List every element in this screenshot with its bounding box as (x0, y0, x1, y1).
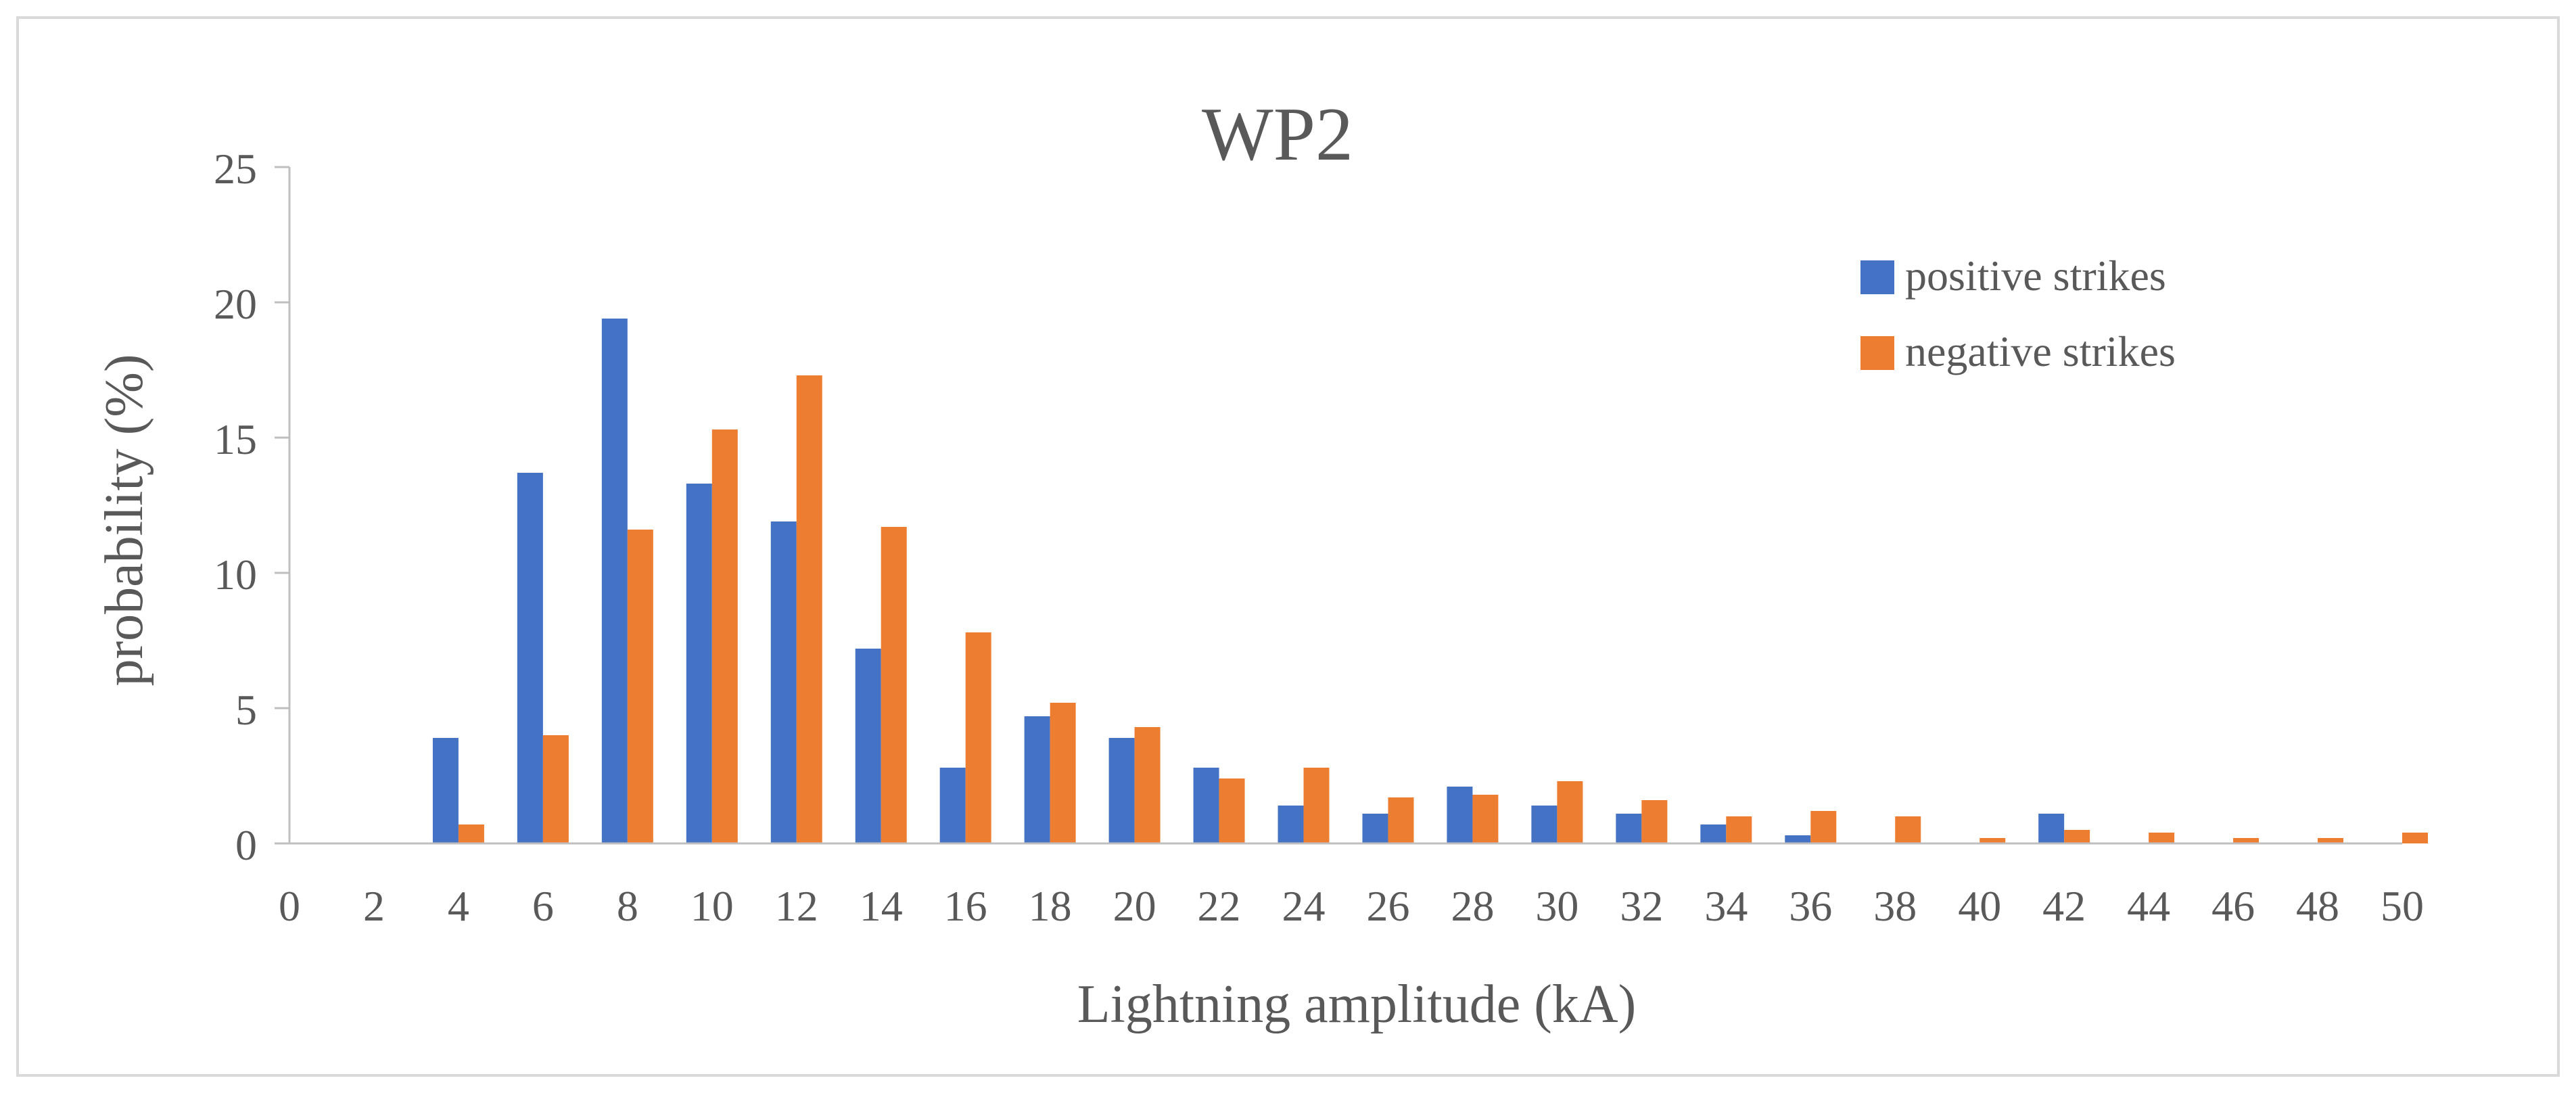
y-axis-label: probability (%) (95, 354, 154, 687)
bar-negative-44 (2149, 833, 2175, 843)
bar-negative-10 (711, 429, 738, 843)
y-tick-label: 15 (214, 415, 257, 463)
bar-negative-42 (2064, 830, 2090, 843)
bar-negative-36 (1810, 811, 1837, 843)
x-tick-label: 46 (2211, 882, 2255, 930)
bar-negative-22 (1219, 778, 1245, 843)
y-tick-label: 20 (214, 280, 257, 328)
bar-negative-46 (2233, 838, 2259, 843)
x-tick-label: 20 (1113, 882, 1156, 930)
x-tick-label: 10 (690, 882, 734, 930)
bar-positive-42 (2038, 814, 2065, 843)
legend-swatch-negative (1860, 336, 1894, 370)
y-tick-label: 25 (214, 145, 257, 193)
bar-positive-6 (517, 473, 543, 843)
bar-positive-12 (770, 521, 797, 843)
x-tick-label: 22 (1198, 882, 1241, 930)
bar-positive-36 (1785, 835, 1811, 843)
bar-negative-48 (2318, 838, 2344, 843)
y-tick-label: 10 (214, 551, 257, 599)
bar-negative-18 (1050, 703, 1076, 843)
bar-negative-8 (627, 530, 653, 843)
legend-swatch-positive (1860, 260, 1894, 294)
x-tick-label: 24 (1282, 882, 1326, 930)
bar-negative-32 (1641, 800, 1668, 843)
chart-frame: WP2 0 5 10 15 20 25 0 2 4 6 8 10 12 14 16 18 20 22 24 26 28… (16, 16, 2560, 1077)
y-tick-label: 5 (235, 686, 257, 734)
bar-negative-26 (1388, 797, 1414, 843)
bar-negative-24 (1303, 768, 1330, 843)
x-tick-label: 44 (2127, 882, 2170, 930)
bar-positive-16 (939, 768, 966, 843)
legend-label-negative: negative strikes (1905, 327, 2176, 375)
bar-positive-24 (1278, 806, 1304, 843)
bar-negative-38 (1895, 816, 1921, 843)
x-tick-label: 50 (2381, 882, 2424, 930)
legend: positive strikes negative strikes (1860, 252, 2176, 375)
x-tick-labels: 0 2 4 6 8 10 12 14 16 18 20 22 24 26 28 30 32 34 36 38 40 42 4… (279, 882, 2424, 930)
y-axis-ticks (275, 166, 289, 845)
bar-negative-34 (1726, 816, 1752, 843)
bars (432, 319, 2428, 843)
bar-negative-4 (458, 824, 484, 843)
bar-negative-16 (965, 632, 991, 843)
x-tick-label: 6 (532, 882, 554, 930)
x-tick-label: 28 (1451, 882, 1494, 930)
bar-negative-14 (881, 527, 907, 843)
x-tick-label: 48 (2296, 882, 2339, 930)
bar-positive-14 (855, 649, 881, 843)
x-tick-label: 32 (1620, 882, 1663, 930)
bar-positive-32 (1616, 814, 1642, 843)
y-tick-label: 0 (235, 821, 257, 869)
bar-positive-18 (1024, 716, 1050, 843)
x-tick-label: 4 (448, 882, 469, 930)
x-tick-label: 42 (2042, 882, 2086, 930)
bar-negative-6 (542, 735, 569, 843)
x-tick-label: 2 (363, 882, 385, 930)
x-tick-label: 38 (1873, 882, 1917, 930)
x-tick-label: 12 (775, 882, 818, 930)
bar-positive-28 (1447, 787, 1473, 843)
x-tick-label: 18 (1029, 882, 1072, 930)
bar-negative-20 (1134, 727, 1161, 843)
x-tick-label: 0 (279, 882, 300, 930)
bar-negative-50 (2402, 833, 2428, 843)
x-tick-label: 8 (617, 882, 638, 930)
bar-negative-28 (1472, 795, 1499, 843)
bar-positive-4 (432, 738, 459, 843)
x-tick-label: 36 (1789, 882, 1832, 930)
bar-positive-10 (686, 484, 712, 843)
bar-positive-22 (1193, 768, 1219, 843)
bar-positive-8 (601, 319, 628, 843)
y-tick-labels: 0 5 10 15 20 25 (214, 145, 257, 869)
bar-negative-12 (796, 375, 822, 843)
chart-title: WP2 (1202, 93, 1353, 177)
x-tick-label: 34 (1704, 882, 1748, 930)
bar-negative-30 (1557, 781, 1583, 843)
x-tick-label: 16 (944, 882, 987, 930)
x-axis-label: Lightning amplitude (kA) (1077, 975, 1637, 1034)
bar-positive-34 (1700, 824, 1727, 843)
bar-positive-30 (1531, 806, 1558, 843)
x-tick-label: 30 (1535, 882, 1578, 930)
bar-positive-20 (1108, 738, 1135, 843)
x-tick-label: 40 (1958, 882, 2001, 930)
legend-label-positive: positive strikes (1905, 252, 2166, 300)
bar-positive-26 (1362, 814, 1388, 843)
x-tick-label: 14 (860, 882, 903, 930)
x-tick-label: 26 (1366, 882, 1409, 930)
bar-negative-40 (1980, 838, 2006, 843)
